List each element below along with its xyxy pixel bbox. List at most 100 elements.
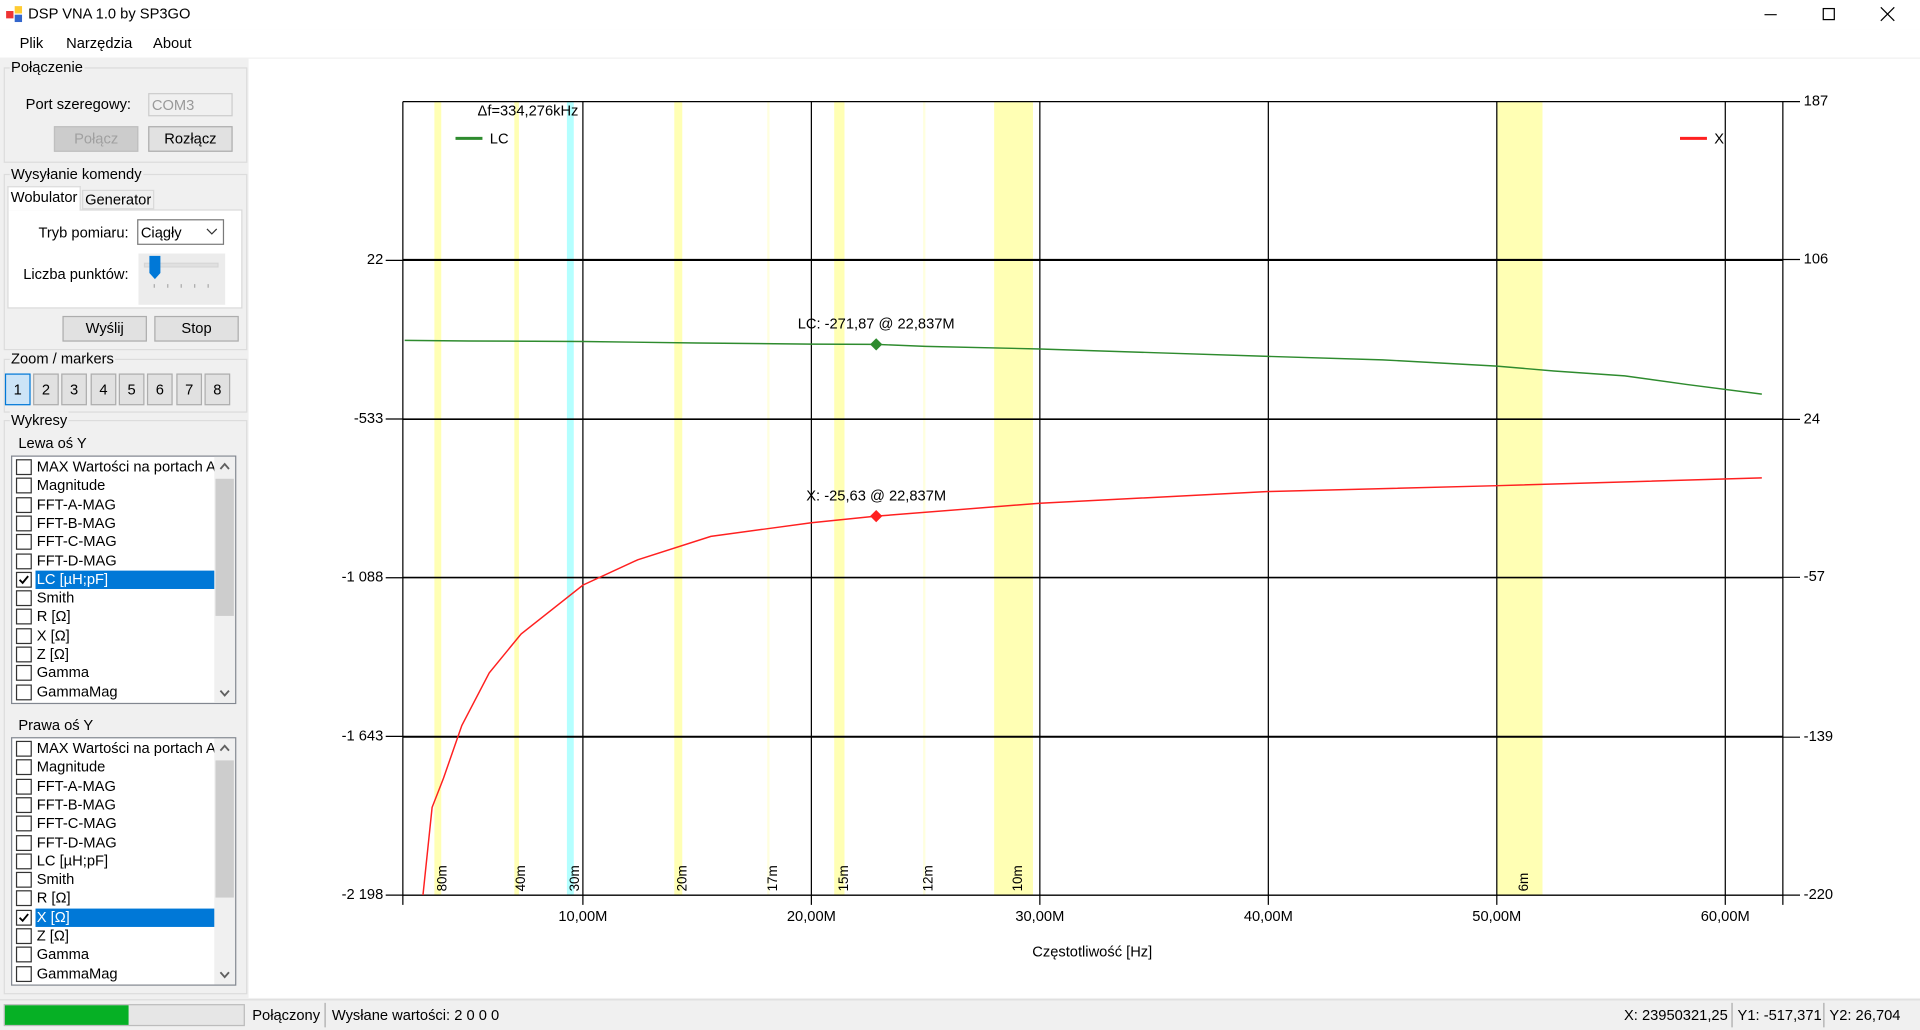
list-item[interactable]: Gamma: [36, 664, 90, 682]
zoom-button[interactable]: 1: [4, 373, 31, 406]
list-item[interactable]: Z [Ω]: [36, 926, 69, 945]
zoom-button[interactable]: 2: [33, 373, 59, 406]
checkbox[interactable]: [15, 477, 32, 494]
separator: [1823, 1002, 1825, 1028]
list-item[interactable]: Smith: [36, 589, 75, 607]
checkbox[interactable]: [15, 627, 32, 644]
list-item[interactable]: FFT-B-MAG: [36, 514, 116, 532]
list-item[interactable]: X [Ω]: [36, 626, 70, 644]
checkbox[interactable]: [15, 928, 32, 945]
restore[interactable]: [1822, 7, 1835, 21]
port-combo[interactable]: COM3: [148, 93, 233, 117]
zoom-button[interactable]: 3: [61, 373, 87, 406]
checkbox[interactable]: [15, 965, 32, 982]
list-item[interactable]: FFT-B-MAG: [36, 795, 116, 813]
y2-tick-label: 187: [1804, 94, 1829, 110]
tab[interactable]: Generator: [82, 189, 155, 210]
checkbox[interactable]: [15, 853, 32, 870]
chart-area: [248, 58, 1920, 998]
separator: [1731, 1002, 1733, 1028]
list-item[interactable]: Smith: [36, 870, 75, 888]
list-item[interactable]: R [Ω]: [36, 607, 71, 625]
window-controls[interactable]: [1739, 0, 1920, 29]
list-item[interactable]: MAX Wartości na portach ADC: [36, 739, 216, 757]
checkbox[interactable]: [15, 797, 32, 813]
list-item[interactable]: MAX Wartości na portach ADC: [36, 457, 216, 476]
tab[interactable]: Wobulator: [7, 186, 81, 211]
list-item[interactable]: Gamma: [36, 945, 90, 963]
status-sent: Wysłane wartości: 2 0 0 0: [331, 1006, 500, 1024]
list-item[interactable]: Magnitude: [36, 758, 106, 776]
checkbox[interactable]: [15, 834, 32, 851]
checkbox[interactable]: [15, 759, 32, 776]
menu-item[interactable]: About: [153, 34, 192, 52]
checkbox[interactable]: [15, 590, 32, 607]
list-item[interactable]: FFT-C-MAG: [36, 814, 117, 832]
points-slider[interactable]: [138, 253, 226, 305]
menu-bar: [0, 29, 1920, 58]
checkbox[interactable]: [15, 815, 32, 832]
list-item[interactable]: FFT-C-MAG: [36, 532, 117, 551]
y-tick-label: -1 643: [342, 728, 384, 744]
zoom-button[interactable]: 6: [146, 373, 173, 406]
marker-label: LC: -271,87 @ 22,837M: [798, 317, 955, 333]
checkbox[interactable]: [15, 571, 32, 588]
legend-label: X: [1714, 131, 1724, 147]
status-y2: Y2: 26,704: [1829, 1006, 1901, 1024]
checkbox[interactable]: [15, 496, 32, 513]
status-x: X: 23950321,25: [1623, 1006, 1728, 1024]
checkbox[interactable]: [15, 890, 32, 907]
list-item[interactable]: Z [Ω]: [36, 645, 69, 663]
checkbox[interactable]: [15, 871, 32, 888]
checkbox[interactable]: [15, 459, 32, 476]
checkbox[interactable]: [15, 515, 32, 532]
checkbox[interactable]: [15, 552, 32, 569]
close[interactable]: [1880, 6, 1895, 22]
list-item[interactable]: X [Ω]: [35, 908, 216, 927]
list-item[interactable]: LC [µH;pF]: [36, 851, 109, 870]
list-item[interactable]: GammaMag: [36, 964, 118, 982]
stop-button[interactable]: Stop: [154, 315, 239, 342]
list-item[interactable]: Magnitude: [36, 476, 106, 494]
list-item[interactable]: FFT-D-MAG: [36, 833, 117, 851]
status-y1: Y1: -517,371: [1737, 1006, 1822, 1024]
checkbox[interactable]: [15, 683, 32, 700]
x-tick-label: 40,00M: [1244, 909, 1293, 925]
menu-item[interactable]: Plik: [19, 34, 44, 52]
disconnect-button[interactable]: Rozłącz: [148, 126, 233, 152]
band-label: 40m: [513, 865, 528, 891]
checkbox[interactable]: [15, 740, 32, 757]
checkbox[interactable]: [15, 665, 32, 682]
checkbox[interactable]: [15, 909, 32, 926]
list-item[interactable]: FFT-A-MAG: [36, 777, 116, 795]
list-item[interactable]: LC [µH;pF]: [35, 570, 216, 589]
group-title: Połączenie: [9, 58, 85, 76]
connect-button[interactable]: Połącz: [53, 126, 139, 152]
list-item[interactable]: FFT-A-MAG: [36, 495, 116, 513]
band: [767, 101, 770, 896]
list-item[interactable]: R [Ω]: [36, 889, 71, 907]
checkbox[interactable]: [15, 646, 32, 663]
label: Tryb pomiaru:: [38, 224, 129, 242]
series-line: [404, 339, 1762, 395]
checkbox[interactable]: [15, 609, 32, 625]
zoom-button[interactable]: 5: [118, 373, 145, 406]
y2-tick-label: -139: [1804, 729, 1833, 745]
list-item[interactable]: FFT-D-MAG: [36, 551, 117, 569]
send-button[interactable]: Wyślij: [62, 315, 147, 342]
checkbox[interactable]: [15, 778, 32, 795]
left-axis-list: MAX Wartości na portach ADCMagnitudeFFT-…: [11, 455, 237, 705]
app-icon: [6, 6, 23, 23]
checkbox[interactable]: [15, 534, 32, 551]
checkbox[interactable]: [15, 946, 32, 963]
band-label: 80m: [434, 865, 449, 891]
list-item[interactable]: GammaMag: [36, 682, 118, 700]
band-label: 17m: [765, 865, 780, 891]
zoom-button[interactable]: 7: [176, 373, 203, 406]
zoom-button[interactable]: 4: [90, 373, 117, 406]
zoom-button[interactable]: 8: [204, 373, 231, 406]
menu-item[interactable]: Narzędzia: [66, 34, 133, 52]
y-tick-label: 22: [367, 252, 383, 268]
y2-tick-label: -220: [1804, 887, 1833, 903]
